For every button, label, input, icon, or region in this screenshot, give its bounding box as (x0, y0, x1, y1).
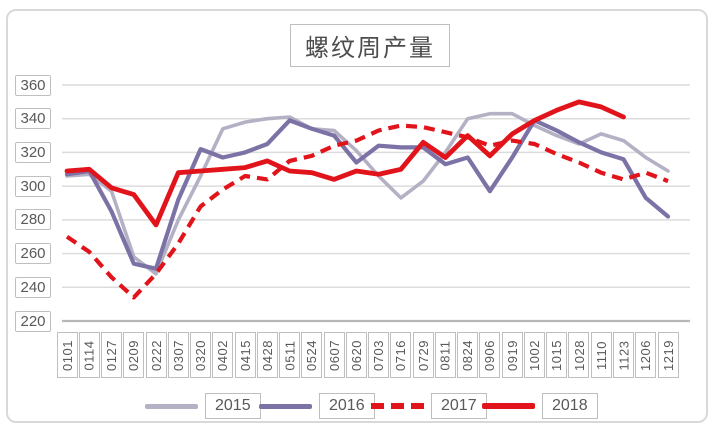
x-axis-tick-label: 1123 (616, 340, 631, 370)
legend-item-2016: 2016 (259, 392, 375, 420)
x-axis-tick-box: 0703 (368, 332, 390, 378)
x-axis-tick-box: 0511 (279, 332, 301, 378)
chart-legend: 2015 2016 2017 2018 (0, 392, 716, 422)
legend-label-box: 2016 (319, 393, 375, 419)
x-axis-tick-label: 1002 (526, 339, 542, 371)
legend-label-box: 2017 (431, 393, 487, 419)
series-line-2015 (65, 111, 670, 276)
x-axis-tick-box: 0209 (123, 332, 145, 378)
x-axis-tick-label: 0320 (193, 339, 209, 371)
x-axis-tick-box: 0607 (323, 332, 345, 378)
outer-frame-border (6, 9, 708, 423)
x-axis-tick-label: 0114 (81, 340, 97, 370)
x-axis-tick-label: 0428 (259, 339, 275, 371)
legend-swatch-line (482, 403, 535, 409)
x-axis-tick-label: 0824 (460, 339, 476, 371)
x-axis-tick-box: 0620 (345, 332, 367, 378)
legend-label-box: 2015 (205, 393, 261, 419)
x-axis-tick-label: 0811 (437, 340, 453, 370)
x-axis-tick-box: 1028 (568, 332, 590, 378)
x-axis-tick-box: 0729 (412, 332, 434, 378)
x-axis-tick-box: 0127 (101, 332, 123, 378)
x-axis-tick-box: 0415 (234, 332, 256, 378)
x-axis-tick-box: 0428 (256, 332, 278, 378)
x-axis-tick-label: 0209 (126, 339, 142, 371)
legend-item-2018: 2018 (482, 392, 598, 420)
y-axis-tick-box: 240 (15, 276, 51, 298)
y-axis-tick-box: 320 (15, 141, 51, 163)
legend-swatch-line (259, 403, 312, 409)
x-axis-tick-box: 0906 (479, 332, 501, 378)
x-axis-tick-box: 0320 (190, 332, 212, 378)
y-axis-tick-box: 280 (15, 209, 51, 231)
legend-item-2017: 2017 (371, 392, 487, 420)
chart-title: 螺纹周产量 (290, 24, 450, 67)
x-axis-tick-label: 0729 (415, 339, 431, 371)
x-axis-tick-label: 0703 (371, 339, 387, 371)
x-axis-tick-box: 1002 (523, 332, 545, 378)
x-axis-tick-box: 0114 (78, 332, 100, 378)
x-axis-tick-box: 0811 (434, 332, 456, 378)
x-axis-tick-box: 0919 (501, 332, 523, 378)
x-axis-tick-label: 1028 (571, 339, 587, 371)
legend-label-box: 2018 (542, 393, 598, 419)
x-axis-tick-label: 0307 (170, 339, 186, 371)
x-axis-tick-box: 0101 (56, 332, 78, 378)
x-axis-tick-box: 0824 (457, 332, 479, 378)
x-axis-tick-label: 0415 (237, 339, 253, 371)
x-axis-tick-label: 0511 (282, 340, 298, 370)
legend-swatch-line (145, 403, 198, 409)
x-axis-tick-label: 0524 (304, 339, 320, 371)
y-axis-tick-box: 360 (15, 74, 51, 96)
series-line-2018 (64, 99, 626, 228)
x-axis-tick-box: 0402 (212, 332, 234, 378)
x-axis-tick-label: 1219 (660, 339, 676, 371)
x-axis-tick-box: 1110 (590, 332, 612, 378)
x-axis-tick-box: 1219 (657, 332, 679, 378)
x-axis-tick-box: 0716 (390, 332, 412, 378)
x-axis-tick-label: 0919 (504, 339, 520, 371)
x-axis-tick-label: 0402 (215, 339, 231, 371)
x-axis-tick-label: 1206 (638, 339, 654, 371)
x-axis-tick-label: 0127 (104, 339, 120, 371)
legend-swatch-dashed-line (371, 403, 424, 409)
y-axis-tick-box: 220 (15, 310, 51, 332)
series-line-2017 (65, 123, 669, 300)
legend-item-2015: 2015 (145, 392, 261, 420)
x-axis-tick-box: 0524 (301, 332, 323, 378)
x-axis-tick-label: 1110 (593, 340, 609, 370)
x-axis-tick-label: 1015 (549, 339, 565, 371)
x-axis-tick-box: 1015 (546, 332, 568, 378)
x-axis-tick-label: 0222 (148, 339, 164, 371)
x-axis-tick-box: 1206 (635, 332, 657, 378)
y-axis-tick-box: 340 (15, 108, 51, 130)
x-axis-tick-box: 0222 (145, 332, 167, 378)
x-axis-tick-label: 0607 (326, 339, 342, 371)
x-axis-tick-label: 0906 (482, 339, 498, 371)
x-axis-tick-label: 0101 (59, 339, 75, 371)
y-axis-tick-box: 300 (15, 175, 51, 197)
y-axis-tick-box: 260 (15, 243, 51, 265)
x-axis-tick-label: 0620 (348, 339, 364, 371)
x-axis-tick-label: 0716 (393, 339, 409, 371)
x-axis-tick-box: 0307 (167, 332, 189, 378)
x-axis-tick-box: 1123 (613, 332, 634, 378)
series-line-2016 (64, 118, 671, 271)
